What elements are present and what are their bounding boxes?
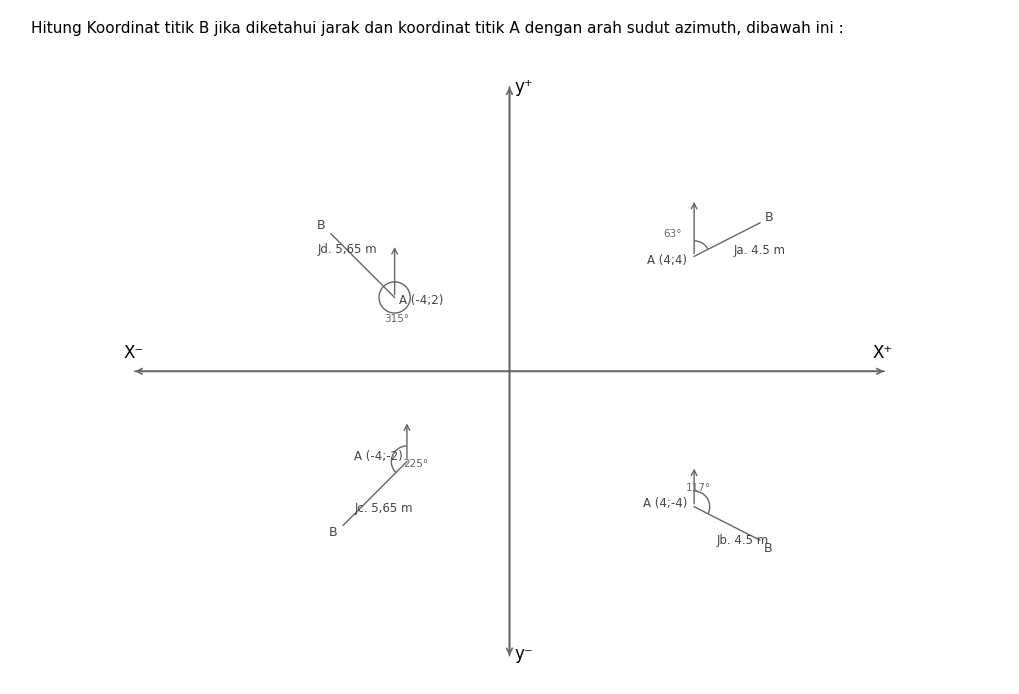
Text: A (4;-4): A (4;-4) [643, 497, 687, 509]
Text: y⁻: y⁻ [515, 645, 533, 663]
Text: A (4;4): A (4;4) [647, 254, 687, 266]
Text: X⁺: X⁺ [872, 344, 893, 362]
Text: Hitung Koordinat titik B jika diketahui jarak dan koordinat titik A dengan arah : Hitung Koordinat titik B jika diketahui … [31, 21, 844, 36]
Text: B: B [329, 525, 337, 539]
Text: A (-4;-2): A (-4;-2) [354, 450, 403, 462]
Text: 315°: 315° [384, 314, 410, 324]
Text: B: B [317, 219, 325, 232]
Text: Jd. 5,65 m: Jd. 5,65 m [318, 243, 377, 256]
Text: X⁻: X⁻ [124, 344, 144, 362]
Text: Ja. 4.5 m: Ja. 4.5 m [734, 244, 786, 257]
Text: Jb. 4.5 m: Jb. 4.5 m [716, 534, 769, 547]
Text: A (-4;2): A (-4;2) [398, 294, 443, 307]
Text: B: B [765, 211, 773, 224]
Text: y⁺: y⁺ [515, 78, 533, 96]
Text: 225°: 225° [404, 459, 429, 468]
Text: Jc. 5,65 m: Jc. 5,65 m [355, 502, 413, 515]
Text: B: B [764, 542, 772, 555]
Text: 117°: 117° [686, 483, 711, 493]
Text: 63°: 63° [663, 229, 682, 239]
